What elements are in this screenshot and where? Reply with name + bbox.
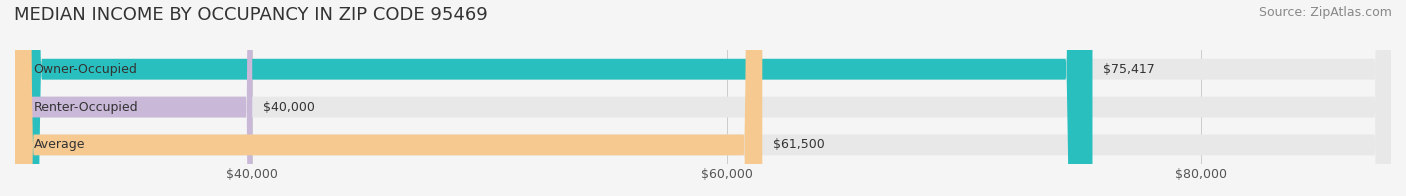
Text: $75,417: $75,417	[1104, 63, 1156, 76]
FancyBboxPatch shape	[15, 0, 1391, 196]
Text: Owner-Occupied: Owner-Occupied	[34, 63, 138, 76]
FancyBboxPatch shape	[15, 0, 252, 196]
FancyBboxPatch shape	[15, 0, 1092, 196]
Text: Source: ZipAtlas.com: Source: ZipAtlas.com	[1258, 6, 1392, 19]
Text: Renter-Occupied: Renter-Occupied	[34, 101, 138, 113]
Text: Average: Average	[34, 138, 86, 151]
FancyBboxPatch shape	[15, 0, 762, 196]
Text: MEDIAN INCOME BY OCCUPANCY IN ZIP CODE 95469: MEDIAN INCOME BY OCCUPANCY IN ZIP CODE 9…	[14, 6, 488, 24]
FancyBboxPatch shape	[15, 0, 1391, 196]
Text: $61,500: $61,500	[773, 138, 825, 151]
FancyBboxPatch shape	[15, 0, 1391, 196]
Text: $40,000: $40,000	[263, 101, 315, 113]
